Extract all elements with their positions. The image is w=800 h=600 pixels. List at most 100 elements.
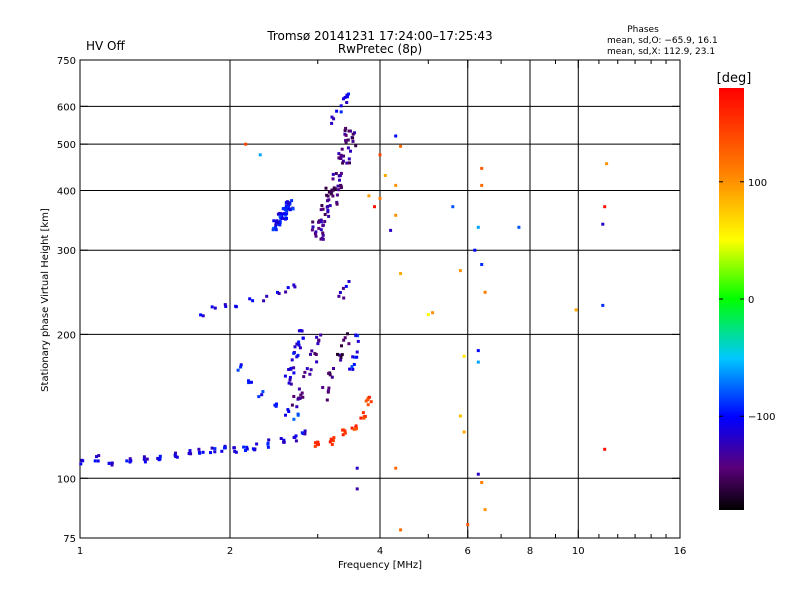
echo-point [290,403,294,407]
echo-point [476,472,480,476]
echo-point [209,451,212,455]
echo-point [483,290,487,294]
echo-point [255,442,259,446]
echo-point [274,220,278,224]
echo-point [284,413,287,417]
echo-point [343,431,347,435]
echo-point [351,136,355,140]
echo-point [332,367,335,370]
echo-point [276,222,280,226]
echo-point [399,144,403,148]
echo-point [333,187,337,191]
echo-point [310,228,314,232]
echo-point [327,198,331,202]
echo-point [313,352,317,356]
echo-point [328,204,332,208]
echo-point [345,95,349,99]
echo-point [251,299,255,303]
echo-point [346,146,350,150]
echo-point [320,204,324,207]
echo-point [345,93,349,97]
echo-point [363,414,367,418]
echo-point [339,110,343,114]
echo-point [296,412,300,416]
echo-point [319,218,323,222]
x-tick-label: 8 [527,546,533,557]
echo-point [297,329,301,333]
echo-point [337,152,341,156]
echo-point [373,205,376,209]
chart-subtitle: RwPretec (8p) [338,42,422,56]
echo-point [188,449,192,453]
echo-point [156,456,160,460]
echo-point [473,248,477,252]
echo-point [344,140,348,144]
echo-point [275,402,278,406]
echo-point [245,447,249,451]
echo-point [366,398,370,402]
echo-point [362,416,366,420]
echo-point [480,263,484,266]
echo-point [336,352,339,356]
echo-point [462,354,466,358]
echo-point [348,161,351,165]
echo-point [80,458,84,462]
y-tick-labels: 75 100 200 300 400 500 600 750 [57,56,76,545]
echo-point [344,284,348,288]
colorbar-tick-label: 0 [748,295,754,306]
echo-point [213,447,217,451]
echo-point [329,192,333,196]
echo-point [383,174,387,177]
echo-point [236,368,240,372]
echo-point [476,225,480,229]
phases-o-stats: mean, sd,O: −65.9, 16.1 [607,36,718,46]
echo-point [300,431,304,435]
echo-point [314,234,318,238]
echo-point [378,153,382,157]
echo-point [79,462,83,466]
echo-point [95,455,98,459]
echo-point [303,432,307,436]
echo-point [394,183,398,187]
echo-point [317,220,320,224]
echo-point [251,447,255,451]
echo-point [213,306,217,310]
echo-point [394,466,398,470]
echo-point [341,433,345,437]
echo-point [287,410,291,413]
echo-point [355,487,359,491]
colorbar: [deg] 100 0 −100 [717,71,775,510]
echo-point [327,371,331,375]
echo-point [355,355,359,359]
echo-point [273,403,277,407]
y-tick-label: 75 [63,534,76,545]
echo-point [274,223,278,227]
echo-point [334,172,338,175]
echo-point [321,233,325,237]
axis-ticks [79,59,681,539]
echo-point [277,292,281,295]
echo-point [378,196,382,200]
echo-point [239,365,243,369]
phases-title: Phases [627,25,659,35]
echo-point [340,353,344,357]
echo-point [359,416,363,420]
phases-x-stats: mean, sd,X: 112.9, 23.1 [607,47,715,57]
echo-point [107,461,111,465]
echo-point [343,129,347,132]
echo-point [145,457,149,461]
echo-point [350,365,354,369]
echo-point [330,121,334,125]
echo-point [249,380,253,384]
echo-point [337,156,341,160]
colorbar-label: [deg] [717,71,752,86]
echo-point [327,386,331,390]
echo-point [305,367,309,371]
echo-point [347,129,351,133]
y-tick-label: 400 [57,186,76,197]
echo-point [294,439,298,443]
colorbar-tick-label: −100 [748,412,775,423]
echo-point [292,366,296,370]
echo-point [286,408,290,412]
echo-point [298,346,302,350]
